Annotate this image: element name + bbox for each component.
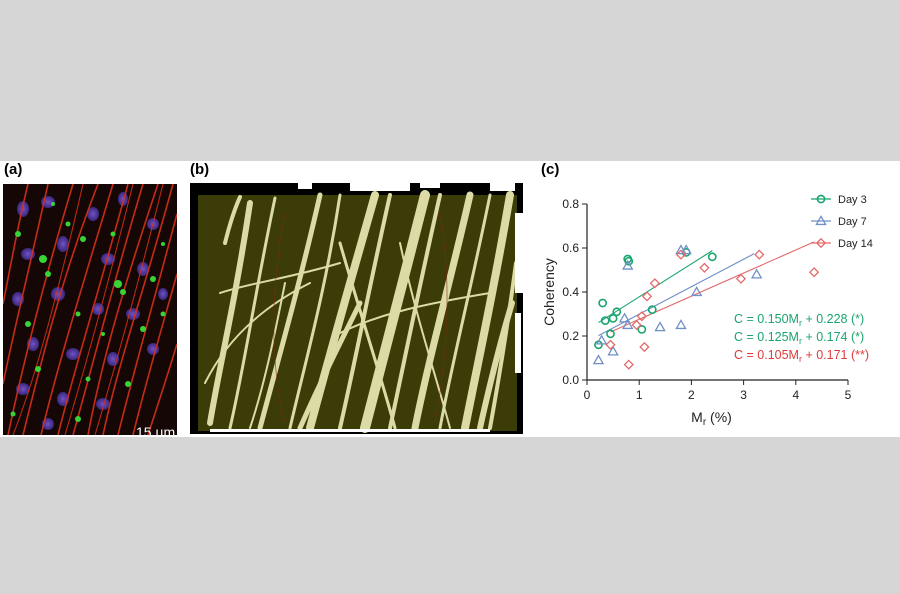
data-point-diamond [699,262,710,273]
data-point-triangle [621,259,634,270]
data-point-diamond [605,339,616,350]
x-axis-title: Mr (%) [691,409,732,428]
x-tick-label: 2 [688,388,695,402]
segmentation-image [190,183,523,434]
data-point-diamond [675,249,687,260]
chart-svg: 0.0 0.2 0.4 0.6 0.8 0 1 2 3 4 5 Coherency Mr (%) Day … [541,194,873,428]
data-point-circle [624,256,634,266]
panel-a-label: (a) [4,161,23,178]
data-point-diamond [636,311,647,322]
x-tick-label: 5 [845,388,852,402]
x-tick-label: 1 [636,388,643,402]
legend-label: Day 3 [838,194,867,206]
data-point-diamond [639,341,650,353]
y-axis-title: Coherency [541,258,557,326]
y-tick-label: 0.0 [562,373,579,387]
data-point-circle [608,313,618,323]
figure: (a) (b) (c) [0,161,900,437]
coherency-chart: 0.0 0.2 0.4 0.6 0.8 0 1 2 3 4 5 Coherency Mr (%) Day … [536,161,900,437]
legend-label: Day 14 [838,238,873,250]
data-point-triangle [607,345,619,356]
panel-c-label: (c) [541,161,560,178]
data-point-circle [612,307,622,317]
micrograph-image [3,184,177,435]
data-point-diamond [754,249,765,260]
data-point-diamond [808,267,820,278]
x-tick-label: 3 [740,388,747,402]
data-point-triangle [595,334,608,345]
data-point-circle [598,298,608,308]
scale-bar-label: 15 µm [136,424,176,435]
data-point-diamond [631,319,642,331]
legend-marker-triangle [815,215,827,226]
y-tick-label: 0.8 [562,197,579,211]
data-point-diamond [735,273,747,284]
data-point-diamond [623,359,634,370]
data-point-circle [606,329,615,339]
y-tick-label: 0.6 [562,241,579,255]
legend-label: Day 7 [838,216,867,228]
fit-line-triangle [598,253,755,337]
data-point-triangle [618,312,631,323]
data-point-triangle [690,286,703,297]
panel-b-label: (b) [190,161,210,178]
data-point-triangle [654,321,666,332]
data-point-diamond [649,278,660,289]
fluorescence-micrograph: 15 µm [3,184,177,435]
data-point-triangle [680,244,692,255]
fit-equation: C = 0.105Mr + 0.171 (**) [734,348,869,364]
data-point-circle [707,252,717,262]
y-tick-label: 0.2 [562,329,579,343]
x-tick-label: 4 [792,388,799,402]
x-tick-label: 0 [584,388,591,402]
data-point-diamond [641,291,653,302]
data-point-triangle [750,268,763,279]
data-point-circle [600,316,610,325]
data-point-circle [647,305,657,314]
data-point-circle [637,324,647,334]
legend-marker-diamond [815,237,827,249]
data-point-triangle [592,354,605,365]
legend-marker-circle [816,194,826,204]
data-point-triangle [621,319,634,330]
y-tick-label: 0.4 [562,285,579,299]
data-point-triangle [675,319,687,330]
fiber-segmentation-image [190,183,523,434]
fit-equation: C = 0.125Mr + 0.174 (*) [734,330,864,346]
fit-equation: C = 0.150Mr + 0.228 (*) [734,312,864,328]
